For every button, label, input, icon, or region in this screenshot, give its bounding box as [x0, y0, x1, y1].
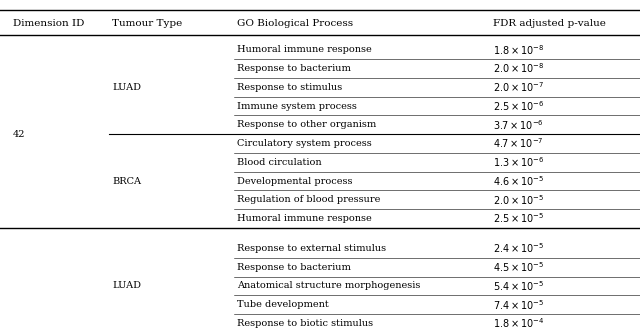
Text: Regulation of blood pressure: Regulation of blood pressure	[237, 195, 380, 204]
Text: $2.0 \times 10^{-5}$: $2.0 \times 10^{-5}$	[493, 193, 544, 207]
Text: LUAD: LUAD	[112, 281, 141, 290]
Text: Humoral immune response: Humoral immune response	[237, 214, 372, 223]
Text: Response to bacterium: Response to bacterium	[237, 64, 351, 73]
Text: Immune system process: Immune system process	[237, 102, 356, 111]
Text: Humoral immune response: Humoral immune response	[237, 45, 372, 54]
Text: $1.8 \times 10^{-8}$: $1.8 \times 10^{-8}$	[493, 43, 544, 57]
Text: Anatomical structure morphogenesis: Anatomical structure morphogenesis	[237, 281, 420, 290]
Text: 42: 42	[13, 130, 26, 139]
Text: $3.7 \times 10^{-6}$: $3.7 \times 10^{-6}$	[493, 118, 543, 132]
Text: $1.8 \times 10^{-4}$: $1.8 \times 10^{-4}$	[493, 317, 544, 328]
Text: Tube development: Tube development	[237, 300, 328, 309]
Text: $2.0 \times 10^{-8}$: $2.0 \times 10^{-8}$	[493, 62, 545, 75]
Text: Response to stimulus: Response to stimulus	[237, 83, 342, 92]
Text: $4.6 \times 10^{-5}$: $4.6 \times 10^{-5}$	[493, 174, 544, 188]
Text: BRCA: BRCA	[112, 176, 141, 186]
Text: Response to biotic stimulus: Response to biotic stimulus	[237, 319, 373, 328]
Text: $2.5 \times 10^{-6}$: $2.5 \times 10^{-6}$	[493, 99, 545, 113]
Text: Tumour Type: Tumour Type	[112, 19, 182, 28]
Text: $5.4 \times 10^{-5}$: $5.4 \times 10^{-5}$	[493, 279, 544, 293]
Text: $4.7 \times 10^{-7}$: $4.7 \times 10^{-7}$	[493, 137, 543, 151]
Text: $2.5 \times 10^{-5}$: $2.5 \times 10^{-5}$	[493, 212, 544, 225]
Text: $7.4 \times 10^{-5}$: $7.4 \times 10^{-5}$	[493, 298, 544, 312]
Text: Response to other organism: Response to other organism	[237, 120, 376, 129]
Text: Response to bacterium: Response to bacterium	[237, 263, 351, 272]
Text: Response to external stimulus: Response to external stimulus	[237, 244, 386, 253]
Text: Dimension ID: Dimension ID	[13, 19, 84, 28]
Text: $2.0 \times 10^{-7}$: $2.0 \times 10^{-7}$	[493, 80, 544, 94]
Text: Developmental process: Developmental process	[237, 176, 352, 186]
Text: Circulatory system process: Circulatory system process	[237, 139, 372, 148]
Text: FDR adjusted p-value: FDR adjusted p-value	[493, 19, 605, 28]
Text: LUAD: LUAD	[112, 83, 141, 92]
Text: $2.4 \times 10^{-5}$: $2.4 \times 10^{-5}$	[493, 241, 544, 255]
Text: $1.3 \times 10^{-6}$: $1.3 \times 10^{-6}$	[493, 155, 545, 169]
Text: $4.5 \times 10^{-5}$: $4.5 \times 10^{-5}$	[493, 260, 544, 274]
Text: Blood circulation: Blood circulation	[237, 158, 321, 167]
Text: GO Biological Process: GO Biological Process	[237, 19, 353, 28]
